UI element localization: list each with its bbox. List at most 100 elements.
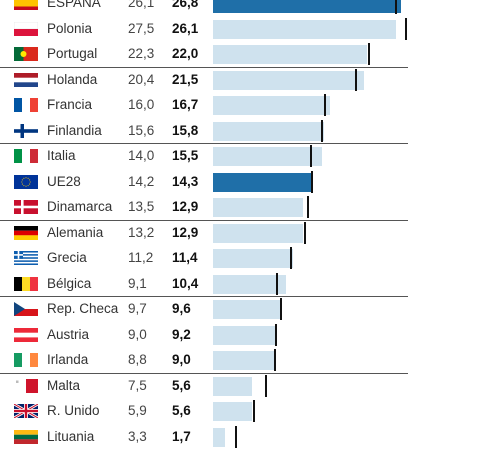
at-flag-icon — [14, 328, 38, 342]
value-a-label: 5,9 — [128, 403, 147, 418]
value-b-label: 15,5 — [172, 148, 198, 163]
pt-flag-icon — [14, 47, 38, 61]
country-label: ESPAÑA — [47, 0, 101, 10]
bar — [213, 377, 252, 396]
bar — [213, 428, 225, 447]
row-separator — [0, 296, 408, 297]
country-label: Holanda — [47, 72, 97, 87]
bar-marker — [324, 94, 326, 116]
bar — [213, 402, 252, 421]
bar-marker — [307, 196, 309, 218]
bar — [213, 20, 396, 39]
bar — [213, 45, 367, 64]
value-a-label: 27,5 — [128, 21, 154, 36]
value-b-label: 16,7 — [172, 97, 198, 112]
de-flag-icon — [14, 226, 38, 240]
bar — [213, 173, 313, 192]
bar — [213, 249, 293, 268]
value-b-label: 9,2 — [172, 327, 191, 342]
value-a-label: 14,0 — [128, 148, 154, 163]
row-separator — [0, 220, 408, 221]
value-b-label: 1,7 — [172, 429, 191, 444]
bar-marker — [290, 247, 292, 269]
bar — [213, 96, 330, 115]
bar-marker — [280, 298, 282, 320]
value-a-label: 3,3 — [128, 429, 147, 444]
chart-row: R. Unido 5,9 5,6 — [0, 399, 481, 425]
bar-marker — [253, 400, 255, 422]
value-a-label: 13,2 — [128, 225, 154, 240]
lt-flag-icon — [14, 430, 38, 444]
value-b-label: 14,3 — [172, 174, 198, 189]
fr-flag-icon — [14, 98, 38, 112]
nl-flag-icon — [14, 73, 38, 87]
bar — [213, 351, 276, 370]
value-b-label: 21,5 — [172, 72, 198, 87]
country-label: Irlanda — [47, 352, 88, 367]
it-flag-icon — [14, 149, 38, 163]
ie-flag-icon — [14, 353, 38, 367]
value-a-label: 16,0 — [128, 97, 154, 112]
bar — [213, 71, 364, 90]
fi-flag-icon — [14, 124, 38, 138]
value-a-label: 26,1 — [128, 0, 154, 10]
row-separator — [0, 143, 408, 144]
chart-row: UE28 14,2 14,3 — [0, 170, 481, 196]
dk-flag-icon — [14, 200, 38, 214]
bar — [213, 147, 322, 166]
bar-marker — [395, 0, 397, 14]
value-b-label: 11,4 — [172, 250, 198, 265]
value-b-label: 26,1 — [172, 21, 198, 36]
bar — [213, 0, 401, 13]
country-label: Lituania — [47, 429, 94, 444]
country-label: Finlandia — [47, 123, 102, 138]
eu-flag-icon — [14, 175, 38, 189]
value-a-label: 9,0 — [128, 327, 147, 342]
bar-marker — [304, 222, 306, 244]
value-b-label: 5,6 — [172, 403, 191, 418]
bar — [213, 326, 277, 345]
bar-marker — [265, 375, 267, 397]
bar-marker — [321, 120, 323, 142]
country-label: R. Unido — [47, 403, 100, 418]
value-b-label: 26,8 — [172, 0, 198, 10]
value-a-label: 8,8 — [128, 352, 147, 367]
bar — [213, 198, 303, 217]
chart-row: Italia 14,0 15,5 — [0, 144, 481, 170]
value-a-label: 22,3 — [128, 46, 154, 61]
country-label: UE28 — [47, 174, 81, 189]
value-a-label: 11,2 — [128, 250, 153, 265]
bar — [213, 122, 324, 141]
be-flag-icon — [14, 277, 38, 291]
bar-marker — [310, 145, 312, 167]
gb-flag-icon — [14, 404, 38, 418]
bar — [213, 300, 280, 319]
country-label: Portugal — [47, 46, 97, 61]
value-a-label: 14,2 — [128, 174, 154, 189]
bar-marker — [368, 43, 370, 65]
chart-row: Lituania 3,3 1,7 — [0, 425, 481, 450]
es-flag-icon — [14, 0, 38, 10]
mt-flag-icon — [14, 379, 38, 393]
row-separator — [0, 67, 408, 68]
country-label: Italia — [47, 148, 76, 163]
value-a-label: 15,6 — [128, 123, 154, 138]
value-b-label: 15,8 — [172, 123, 198, 138]
value-b-label: 9,6 — [172, 301, 191, 316]
bar-marker — [274, 349, 276, 371]
cz-flag-icon — [14, 302, 38, 316]
bar — [213, 224, 303, 243]
gr-flag-icon — [14, 251, 38, 265]
value-a-label: 9,1 — [128, 276, 147, 291]
